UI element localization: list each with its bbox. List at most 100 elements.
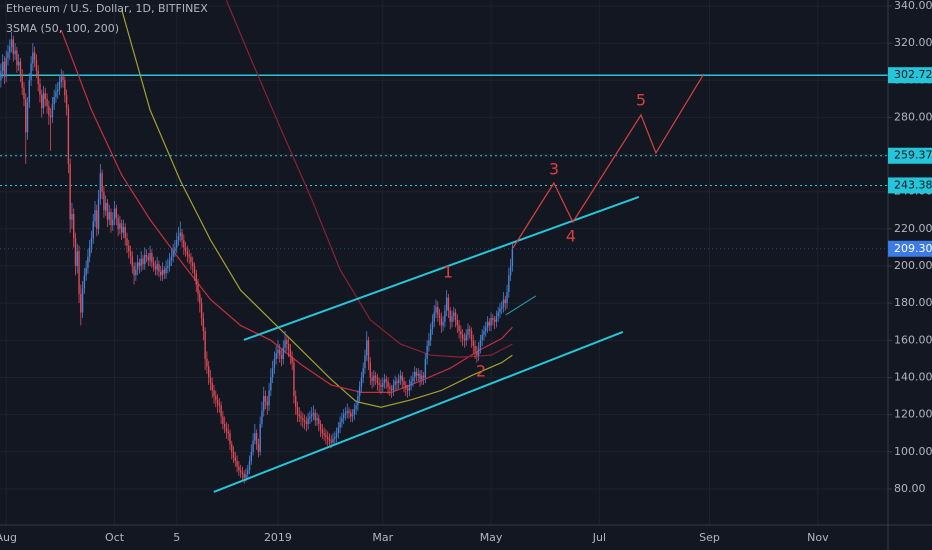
x-tick-label: Sep [699,531,720,544]
candle-body [145,254,148,257]
candle-body [454,312,457,320]
candle-body [458,325,460,332]
candle-body [161,269,164,276]
candle-body [422,375,425,378]
sma-line [121,9,513,408]
candle-body [271,368,274,378]
candle-body [485,327,487,332]
candle-body [243,474,245,478]
candle-body [447,297,450,311]
y-tick-label: 100.00 [894,445,932,458]
candle-body [389,386,391,389]
candle-body [387,381,389,387]
candle-body [319,423,322,430]
candle-body [104,202,107,211]
candle-body [19,61,22,75]
candle-body [362,368,364,378]
candle-body [167,266,169,268]
candle-body [87,256,89,268]
candle-body [492,318,494,320]
candle-body [254,433,256,441]
candle-body [46,98,48,107]
candle-body [309,416,311,419]
candle-body [300,416,302,419]
candle-body [277,349,279,354]
last-price-box [888,240,932,257]
candle-body [323,433,325,436]
candle-body [191,262,194,267]
candle-body [133,266,135,276]
candle-body [9,46,11,53]
candle-body [181,232,183,241]
candle-body [177,236,180,241]
candle-body [236,461,238,467]
candle-body [117,217,119,229]
candle-body [215,396,217,400]
candle-body [273,358,276,369]
candle-body [314,412,316,421]
candle-body [223,423,226,428]
candle-body [344,412,347,415]
y-tick-label: 220.00 [894,222,932,235]
candle-body [490,318,492,326]
candle-body [21,74,23,88]
candle-body [330,440,332,443]
candle-body [502,299,505,307]
candle-body [222,416,224,424]
candle-body [398,379,400,384]
candle-body [213,390,215,397]
candle-body [129,251,132,257]
price-level-label: 243.38 [894,178,932,191]
candle-body [497,312,499,317]
candle-body [115,208,118,218]
candle-body [501,306,503,309]
candle-body [257,444,260,452]
candle-body [367,340,370,363]
candle-body [307,418,309,424]
candle-body [353,409,356,415]
candle-body [57,89,59,92]
candle-body [282,347,284,359]
candle-body [204,331,206,359]
candle-body [476,351,478,356]
candle-body [294,396,297,408]
candle-body [49,115,52,118]
x-tick-label: Aug [0,531,17,544]
price-level-label: 302.72 [894,68,932,81]
candle-body [328,438,331,441]
candle-body [96,210,98,229]
sma-line [60,29,513,393]
candle-body [408,384,411,391]
candle-body [81,288,84,313]
candle-body [64,80,66,96]
candle-body [160,271,162,276]
x-tick-label: Jul [592,531,606,544]
candle-body [209,377,212,384]
candle-body [72,214,75,239]
candle-body [401,375,403,382]
candle-body [415,371,418,376]
candle-body [334,436,336,439]
candle-body [310,414,313,417]
plot-area: 1 2 3 4 5 [0,0,888,493]
candle-body [287,344,290,350]
candle-body [142,258,144,265]
candle-body [248,461,251,471]
candle-body [261,410,263,424]
candle-body [275,353,277,359]
wave-label: 1 [443,262,453,281]
candle-body [431,321,434,330]
candle-body [316,418,318,421]
candle-body [202,318,205,332]
candle-body [424,358,427,378]
candle-body [435,306,437,313]
candle-body [241,472,244,475]
candle-body [350,412,352,417]
candle-body [16,50,18,66]
candle-body [421,375,423,380]
candle-body [405,384,407,389]
candle-body [151,253,153,263]
y-tick-label: 140.00 [894,370,932,383]
candle-body [183,240,185,248]
wave-path [512,73,705,249]
